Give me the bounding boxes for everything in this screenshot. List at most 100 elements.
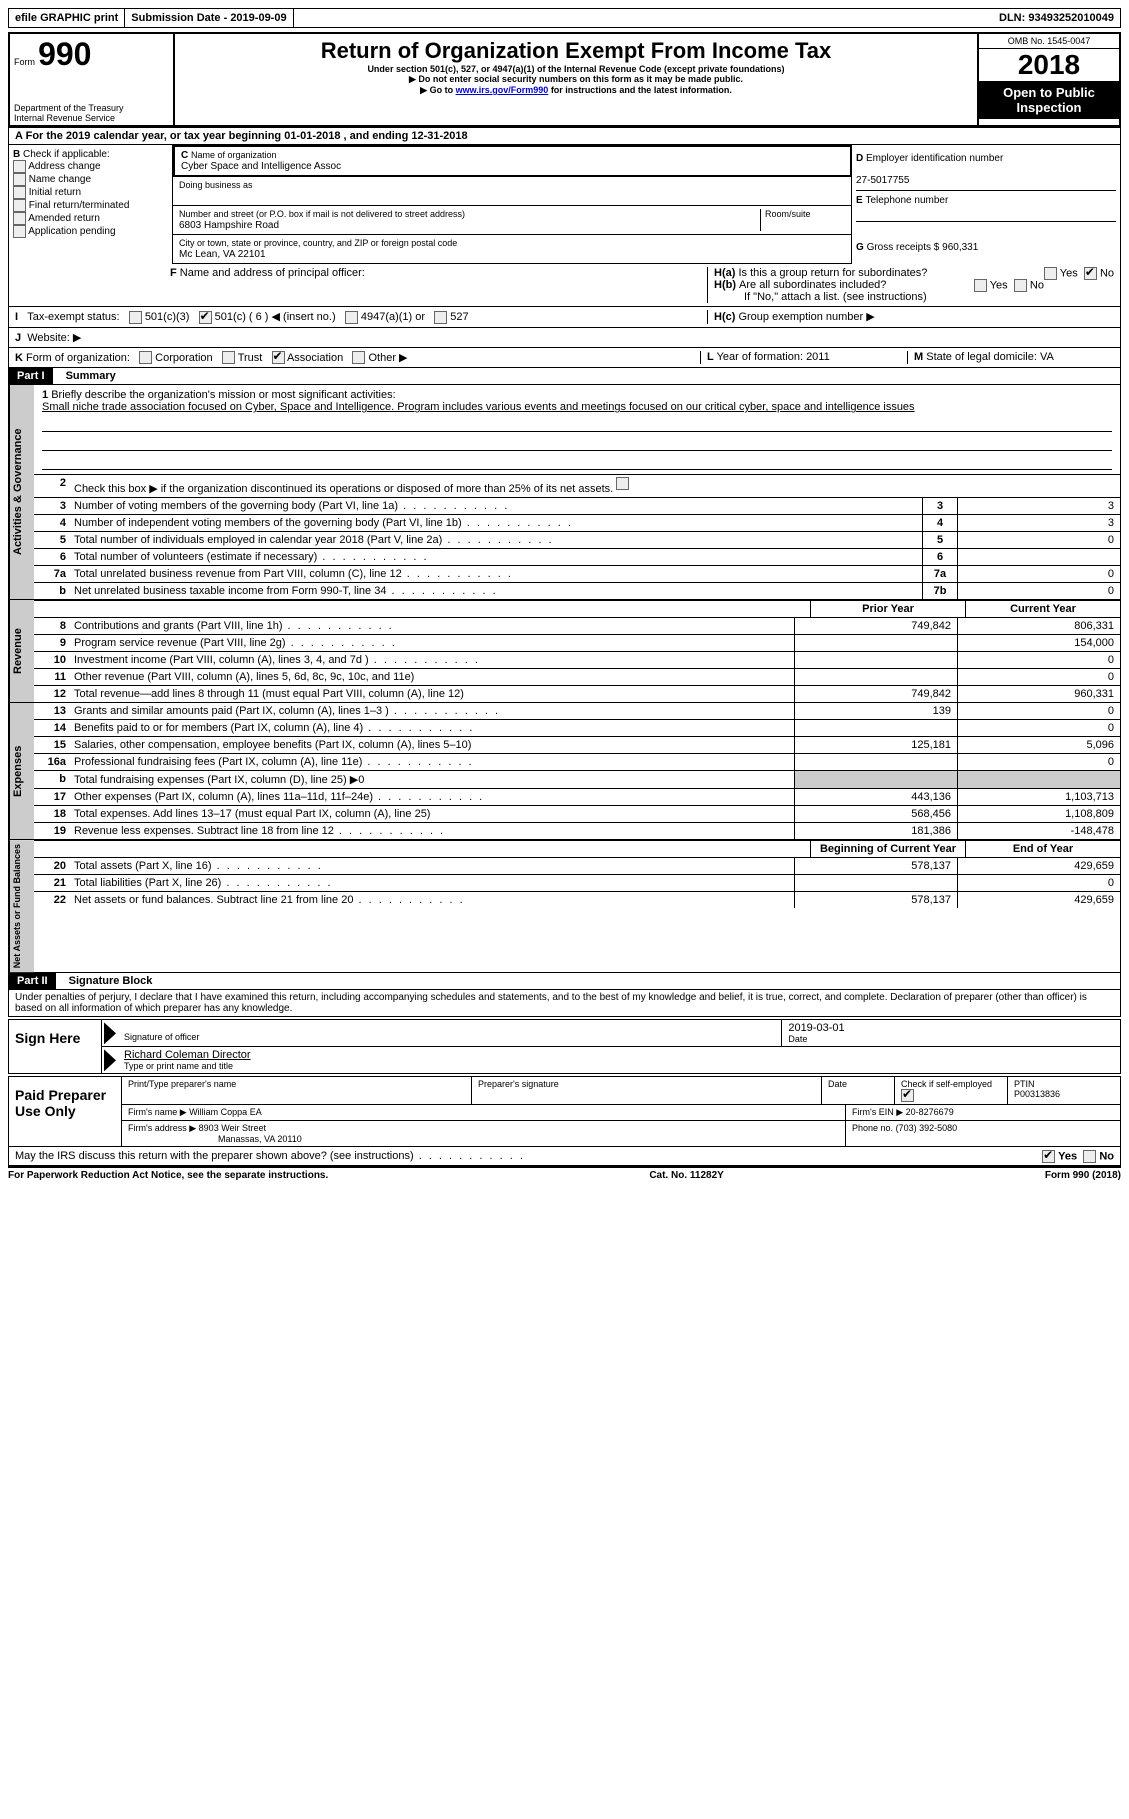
dept-irs: Internal Revenue Service [14,113,169,123]
omb-number: OMB No. 1545-0047 [979,34,1119,49]
hb-no[interactable] [1014,279,1027,292]
line9-current: 154,000 [957,635,1120,651]
line4-val: 3 [957,515,1120,531]
address-change-check[interactable] [13,160,26,173]
discuss-no[interactable] [1083,1150,1096,1163]
corp-check[interactable] [139,351,152,364]
tax-year: 2018 [979,49,1119,81]
open-to-public: Open to Public Inspection [979,81,1119,119]
sign-here-block: Sign Here Signature of officer 2019-03-0… [8,1019,1121,1074]
line11-current: 0 [957,669,1120,685]
year-formation: 2011 [806,351,830,363]
gross-receipts: 960,331 [942,242,978,253]
perjury-statement: Under penalties of perjury, I declare th… [8,990,1121,1017]
other-check[interactable] [352,351,365,364]
goto-prefix: Go to [420,85,455,95]
self-employed-check[interactable] [901,1089,914,1102]
section-a-text: For the 2019 calendar year, or tax year … [26,130,468,142]
hb-yes[interactable] [974,279,987,292]
paid-preparer-block: Paid Preparer Use Only Print/Type prepar… [8,1076,1121,1147]
website-label: Website: ▶ [27,332,81,344]
sig-date: 2019-03-01 [788,1022,844,1034]
org-city: Mc Lean, VA 22101 [179,249,266,260]
ha-no[interactable] [1084,267,1097,280]
firm-name: William Coppa EA [189,1107,262,1117]
line19-prior: 181,386 [794,823,957,839]
part2-title: Signature Block [59,975,153,987]
top-bar: efile GRAPHIC print Submission Date - 20… [8,8,1121,28]
firm-ein: 20-8276679 [906,1107,954,1117]
line18-current: 1,108,809 [957,806,1120,822]
form-number: 990 [38,36,91,72]
line7a-val: 0 [957,566,1120,582]
discuss-yes[interactable] [1042,1150,1055,1163]
dln: DLN: 93493252010049 [993,9,1120,27]
goto-suffix: for instructions and the latest informat… [551,85,732,95]
line5-val: 0 [957,532,1120,548]
line17-prior: 443,136 [794,789,957,805]
line14-current: 0 [957,720,1120,736]
line3-val: 3 [957,498,1120,514]
part1-title: Summary [56,370,116,382]
line2-check[interactable] [616,477,629,490]
efile-label: efile GRAPHIC print [9,9,125,27]
form-header: Form 990 Department of the Treasury Inte… [8,32,1121,128]
ein: 27-5017755 [856,175,909,186]
state-domicile: VA [1040,351,1054,363]
vtab-revenue: Revenue [9,600,34,702]
assoc-check[interactable] [272,351,285,364]
ha-yes[interactable] [1044,267,1057,280]
discuss-question: May the IRS discuss this return with the… [15,1150,525,1162]
line8-prior: 749,842 [794,618,957,634]
line12-prior: 749,842 [794,686,957,702]
line12-current: 960,331 [957,686,1120,702]
check-applicable-label: Check if applicable: [23,149,110,160]
501c-check[interactable] [199,311,212,324]
trust-check[interactable] [222,351,235,364]
application-pending-check[interactable] [13,225,26,238]
org-address: 6803 Hampshire Road [179,220,279,231]
form-subtitle: Under section 501(c), 527, or 4947(a)(1)… [179,64,973,74]
line15-prior: 125,181 [794,737,957,753]
part2-header: Part II [9,973,56,989]
cat-no: Cat. No. 11282Y [328,1170,1045,1181]
vtab-expenses: Expenses [9,703,34,839]
amended-return-check[interactable] [13,212,26,225]
line20-end: 429,659 [957,858,1120,874]
line15-current: 5,096 [957,737,1120,753]
name-change-check[interactable] [13,173,26,186]
initial-return-check[interactable] [13,186,26,199]
firm-addr1: 8903 Weir Street [199,1123,266,1133]
line13-current: 0 [957,703,1120,719]
4947-check[interactable] [345,311,358,324]
line6-val [957,549,1120,565]
org-name: Cyber Space and Intelligence Assoc [181,161,341,172]
part1-header: Part I [9,368,53,384]
501c3-check[interactable] [129,311,142,324]
line13-prior: 139 [794,703,957,719]
ssn-note: Do not enter social security numbers on … [179,74,973,85]
paperwork-notice: For Paperwork Reduction Act Notice, see … [8,1170,328,1181]
firm-addr2: Manassas, VA 20110 [128,1134,302,1144]
line21-end: 0 [957,875,1120,891]
line22-begin: 578,137 [794,892,957,908]
form-version: Form 990 (2018) [1045,1170,1121,1181]
dept-treasury: Department of the Treasury [14,103,169,113]
final-return-check[interactable] [13,199,26,212]
line7b-val: 0 [957,583,1120,599]
officer-name: Richard Coleman Director [124,1049,251,1061]
line16a-current: 0 [957,754,1120,770]
form-prefix: Form [14,57,35,67]
vtab-governance: Activities & Governance [9,385,34,599]
submission-date: Submission Date - 2019-09-09 [125,9,293,27]
arrow-icon [104,1049,116,1071]
firm-phone: (703) 392-5080 [896,1123,958,1133]
line17-current: 1,103,713 [957,789,1120,805]
line20-begin: 578,137 [794,858,957,874]
ptin: P00313836 [1014,1089,1060,1099]
form-title: Return of Organization Exempt From Incom… [179,38,973,64]
form990-link[interactable]: www.irs.gov/Form990 [456,85,549,95]
line18-prior: 568,456 [794,806,957,822]
527-check[interactable] [434,311,447,324]
line10-current: 0 [957,652,1120,668]
